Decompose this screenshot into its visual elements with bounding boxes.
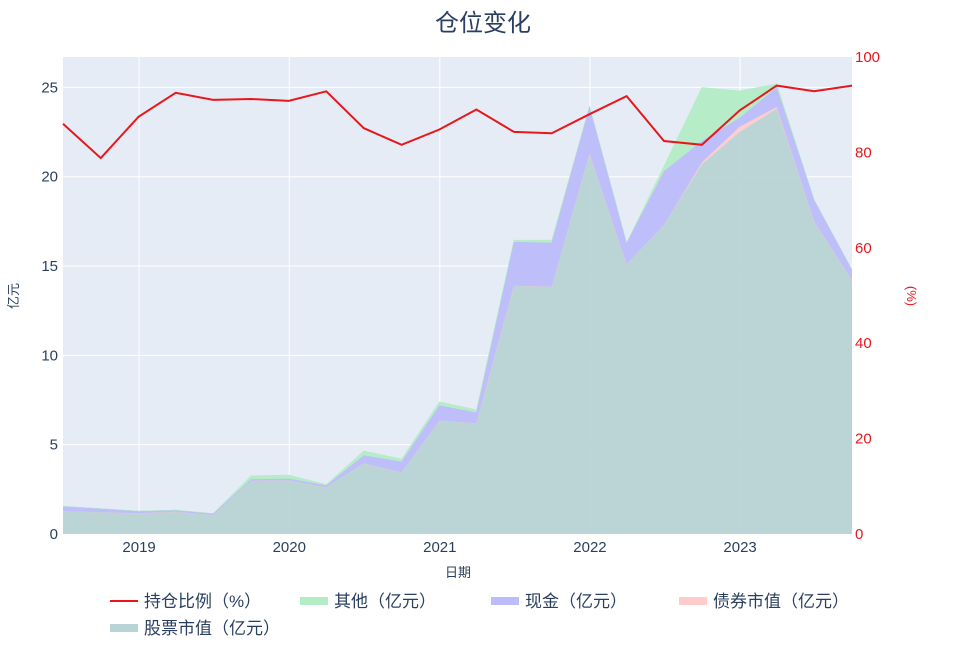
area-edge-其他（亿元）: [62, 83, 853, 514]
y-tick-label: 15: [41, 258, 58, 275]
y-axis-title: 亿元: [6, 283, 21, 309]
y-tick-label: 0: [50, 526, 58, 543]
area-series-group: 股票市值（亿元）债券市值（亿元）现金（亿元）其他（亿元）: [62, 83, 853, 535]
line-series-group: [62, 84, 853, 160]
legend-swatch: [679, 597, 707, 605]
y-tick-label: 20: [41, 169, 58, 186]
right-axis-ticks: 0 20 40 60 80 100: [855, 49, 880, 543]
legend: 持仓比例（%） 其他（亿元） 现金（亿元） 债券市值（亿元） 股票市值（亿元）: [110, 592, 849, 638]
legend-label: 持仓比例（%）: [144, 592, 261, 611]
x-axis-title: 日期: [445, 565, 471, 580]
legend-swatch: [300, 597, 328, 605]
y2-tick-label: 40: [855, 335, 872, 352]
left-axis-ticks: 0 5 10 15 20 25: [41, 79, 58, 543]
legend-swatch: [110, 624, 138, 632]
y2-tick-label: 60: [855, 240, 872, 257]
line-持仓比例（%）: [62, 84, 853, 160]
y2-tick-label: 100: [855, 49, 880, 66]
legend-label: 债券市值（亿元）: [713, 592, 849, 611]
legend-item[interactable]: 其他（亿元）: [300, 592, 436, 611]
legend-label: 股票市值（亿元）: [144, 619, 280, 638]
y2-tick-label: 80: [855, 144, 872, 161]
x-tick-label: 2022: [573, 539, 606, 556]
x-tick-label: 2020: [273, 539, 306, 556]
y2-tick-label: 20: [855, 431, 872, 448]
legend-item[interactable]: 债券市值（亿元）: [679, 592, 849, 611]
chart-title: 仓位变化: [435, 10, 531, 37]
legend-label: 其他（亿元）: [334, 592, 436, 611]
y2-axis-title: (%): [904, 286, 919, 306]
legend-item[interactable]: 持仓比例（%）: [110, 592, 261, 611]
x-tick-label: 2019: [122, 539, 155, 556]
y-tick-label: 5: [50, 437, 58, 454]
y2-tick-label: 0: [855, 526, 863, 543]
y-tick-label: 25: [41, 79, 58, 96]
legend-label: 现金（亿元）: [525, 592, 627, 611]
x-tick-label: 2021: [423, 539, 456, 556]
x-axis-ticks: 2019 2020 2021 2022 2023: [122, 539, 756, 556]
y-tick-label: 10: [41, 347, 58, 364]
legend-swatch: [491, 597, 519, 605]
legend-item[interactable]: 现金（亿元）: [491, 592, 627, 611]
area-股票市值（亿元）: 股票市值（亿元）: [63, 108, 852, 535]
area-现金（亿元）: 现金（亿元）: [63, 87, 852, 516]
x-tick-label: 2023: [723, 539, 756, 556]
legend-item[interactable]: 股票市值（亿元）: [110, 619, 280, 638]
